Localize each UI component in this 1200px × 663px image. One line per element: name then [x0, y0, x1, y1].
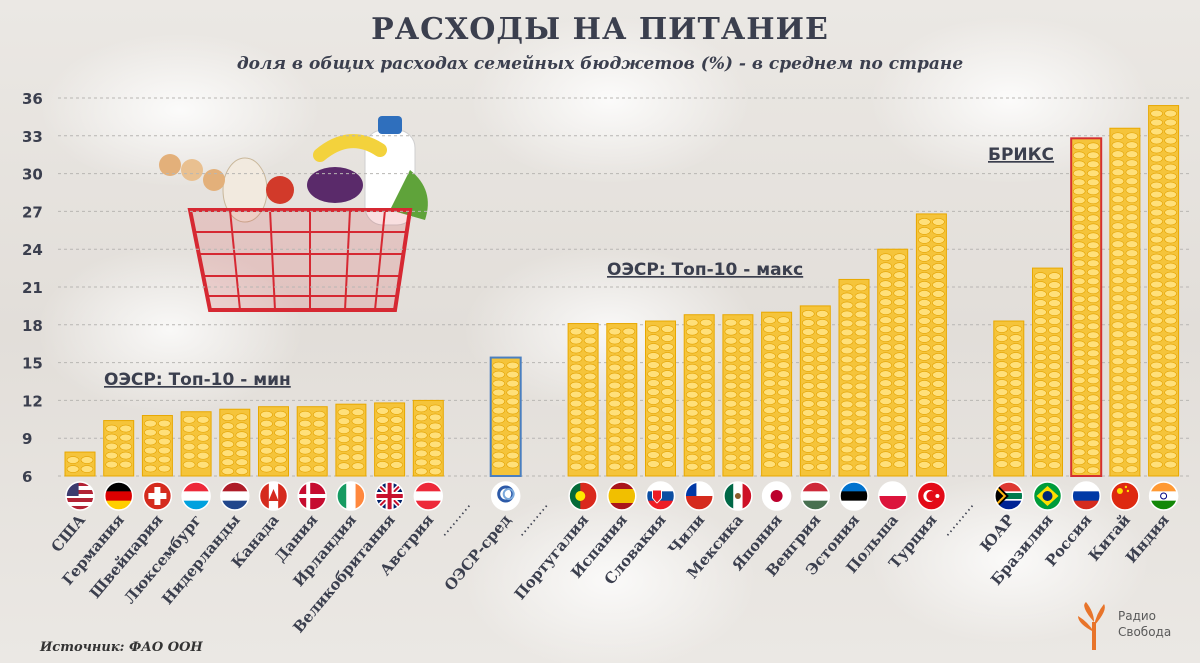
x-axis-labels: СШАГерманияШвейцарияЛюксембургНидерланды…: [48, 497, 1173, 636]
bar: [567, 323, 599, 477]
y-tick-label: 12: [22, 392, 43, 410]
logo-icon: [1078, 602, 1105, 650]
flag-za-icon: [994, 481, 1024, 511]
flag-nl-icon: [220, 481, 250, 511]
flag-at-icon: [413, 481, 444, 511]
flag-dk-icon: [297, 481, 327, 511]
bar: [296, 406, 328, 477]
flag-es-icon: [607, 481, 637, 511]
y-tick-label: 21: [22, 279, 43, 297]
flags: [65, 481, 1179, 511]
flag-oecd-icon: [490, 481, 521, 511]
flag-pl-icon: [877, 481, 908, 511]
radio-svoboda-logo: Радио Свобода: [1074, 600, 1194, 656]
flag-ee-icon: [839, 481, 869, 511]
bar: [993, 320, 1025, 477]
y-tick-label: 30: [22, 166, 43, 184]
flag-tr-icon: [916, 481, 947, 511]
bar: [1109, 127, 1141, 477]
bar: [683, 314, 715, 477]
flag-in-icon: [1148, 481, 1179, 511]
bar: [64, 451, 96, 477]
logo-line-1: Радио: [1118, 609, 1157, 623]
flag-gb-icon: [374, 481, 405, 511]
y-tick-label: 33: [22, 128, 43, 146]
source-note: Источник: ФАО ООН: [40, 640, 203, 655]
chart-title: РАСХОДЫ НА ПИТАНИЕ: [371, 12, 829, 47]
flag-de-icon: [103, 481, 134, 511]
bar: [877, 248, 909, 477]
bar: [180, 411, 212, 477]
bar: [761, 311, 793, 477]
bar: [335, 403, 367, 477]
logo-line-2: Свобода: [1118, 625, 1172, 639]
flag-us-icon: [65, 481, 95, 511]
bar: [489, 356, 522, 477]
flag-ca-icon: [258, 481, 289, 511]
bar: [1070, 137, 1103, 477]
bar: [374, 402, 406, 477]
bar: [645, 320, 676, 477]
y-tick-label: 6: [22, 468, 32, 486]
flag-mx-icon: [723, 481, 753, 511]
flag-lu-icon: [181, 481, 211, 511]
grocery-basket-illustration: [159, 116, 428, 312]
flag-pt-icon: [568, 481, 598, 511]
group-label-oecd-max: ОЭСР: Топ-10 - макс: [607, 260, 803, 280]
y-tick-label: 24: [22, 241, 43, 259]
bar: [412, 399, 444, 477]
bar: [219, 408, 251, 477]
flag-br-icon: [1032, 481, 1063, 511]
group-label-brics: БРИКС: [988, 145, 1054, 165]
flag-ru-icon: [1071, 481, 1101, 511]
flag-ie-icon: [336, 481, 366, 511]
bar: [915, 213, 947, 477]
bar: [258, 406, 289, 477]
bar: [1032, 267, 1063, 477]
y-tick-label: 15: [22, 355, 43, 373]
y-axis-ticks: 6 9 12 15 18 21 24 27 30 33 36: [22, 90, 43, 486]
y-tick-label: 18: [22, 317, 43, 335]
bar: [799, 305, 831, 477]
bar: [103, 420, 135, 477]
bars: [64, 105, 1180, 477]
bar: [838, 278, 870, 477]
bar: [606, 323, 638, 477]
flag-hu-icon: [800, 481, 831, 511]
flag-jp-icon: [761, 481, 792, 511]
y-tick-label: 36: [22, 90, 43, 108]
bar: [722, 314, 754, 477]
flag-ch-icon: [142, 481, 173, 511]
y-tick-label: 9: [22, 430, 32, 448]
group-label-oecd-min: ОЭСР: Топ-10 - мин: [104, 370, 291, 390]
flag-cn-icon: [1110, 481, 1140, 511]
y-tick-label: 27: [22, 203, 43, 221]
chart-subtitle: доля в общих расходах семейных бюджетов …: [236, 54, 964, 74]
flag-sk-icon: [645, 481, 676, 511]
flag-cl-icon: [684, 481, 714, 511]
bar: [1148, 105, 1180, 477]
bar: [141, 415, 173, 477]
